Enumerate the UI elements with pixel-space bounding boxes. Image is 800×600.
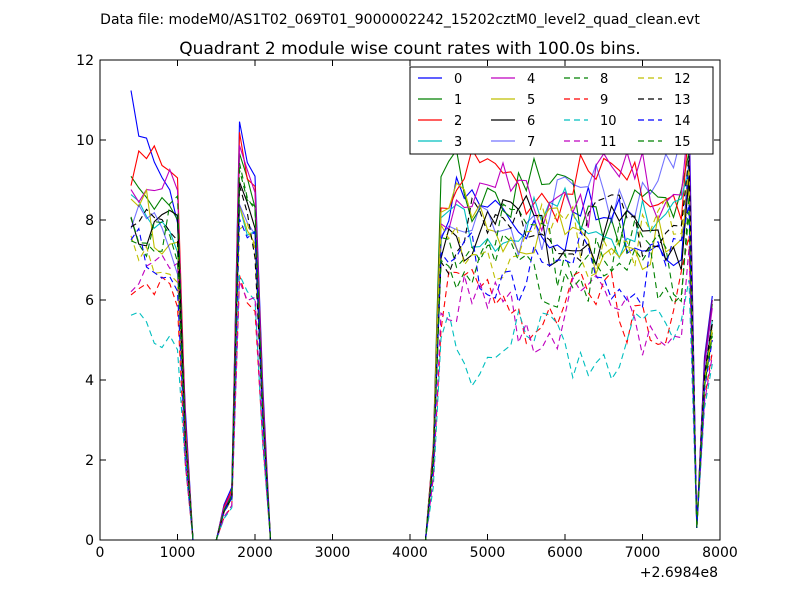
y-tick-label: 10: [76, 133, 94, 149]
y-tick-label: 8: [85, 213, 94, 229]
x-tick-label: 1000: [160, 545, 196, 561]
x-tick-label: 2000: [237, 545, 273, 561]
legend-label-10: 10: [600, 114, 617, 129]
legend-label-12: 12: [674, 72, 691, 87]
legend-label-9: 9: [600, 93, 608, 108]
legend-label-13: 13: [674, 93, 691, 108]
legend-label-11: 11: [600, 135, 617, 150]
y-tick-label: 2: [85, 453, 94, 469]
legend-box: [409, 66, 714, 155]
y-tick-label: 12: [76, 53, 94, 69]
x-tick-label: 7000: [625, 545, 661, 561]
chart-title: Quadrant 2 module wise count rates with …: [179, 39, 640, 59]
legend-label-14: 14: [674, 114, 691, 129]
legend-label-4: 4: [527, 72, 535, 87]
series-line-9: [130, 235, 713, 540]
y-tick-label: 4: [85, 373, 94, 389]
data-file-header: Data file: modeM0/AS1T02_069T01_90000022…: [100, 12, 700, 28]
legend-label-1: 1: [454, 93, 462, 108]
x-tick-label: 6000: [547, 545, 583, 561]
legend-label-8: 8: [600, 72, 608, 87]
legend-label-6: 6: [527, 114, 535, 129]
y-tick-label: 6: [85, 293, 94, 309]
legend-label-15: 15: [674, 135, 691, 150]
legend-label-0: 0: [454, 72, 462, 87]
x-tick-label: 0: [96, 545, 105, 561]
axis-ticks: 0 1000 2000 3000 4000 5000 6000 7000 80000246810…: [76, 53, 738, 561]
y-tick-label: 0: [85, 533, 94, 549]
series-line-15: [130, 169, 713, 540]
legend-label-7: 7: [527, 135, 535, 150]
x-tick-label: 4000: [392, 545, 428, 561]
series-line-11: [130, 247, 713, 540]
x-tick-label: 3000: [315, 545, 351, 561]
legend-label-5: 5: [527, 93, 535, 108]
x-offset-label: +2.6984e8: [640, 565, 718, 581]
series-lines: [130, 90, 713, 540]
legend-label-3: 3: [454, 135, 462, 150]
x-tick-label: 8000: [702, 545, 738, 561]
x-tick-label: 5000: [470, 545, 506, 561]
legend-label-2: 2: [454, 114, 462, 129]
